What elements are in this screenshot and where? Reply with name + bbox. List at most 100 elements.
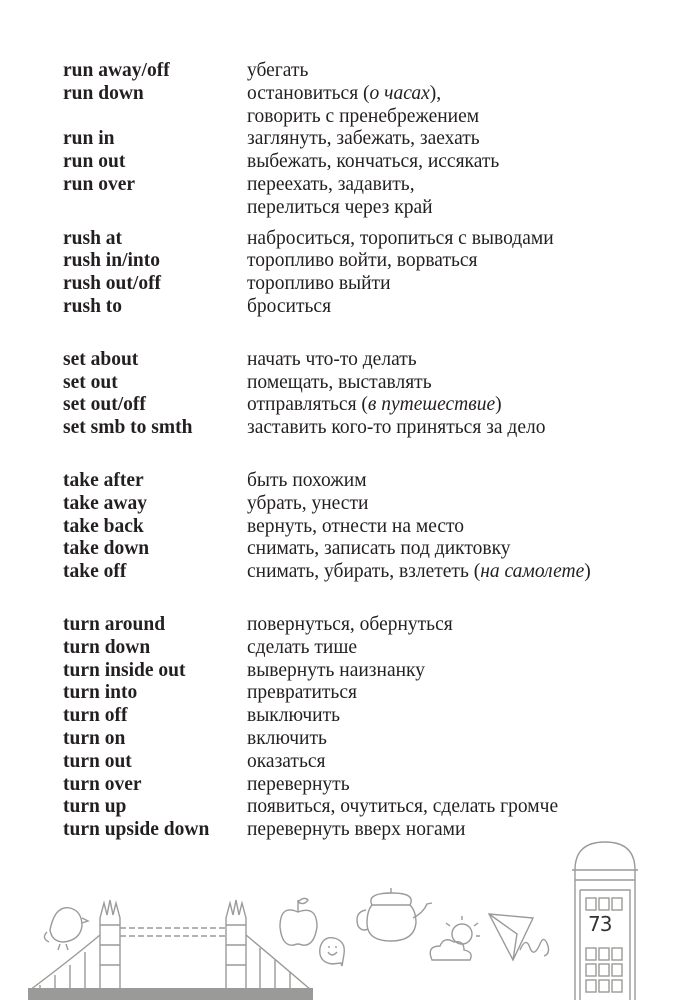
translation-text: включить [247,727,327,749]
translation-text: наброситься, торопиться с выводами [247,227,554,249]
apple-icon [279,897,318,946]
entry-row: take off снимать, убирать, взлететь (на с… [63,561,663,584]
translation: превратиться [247,682,663,705]
translation: повернуться, обернуться [247,614,663,637]
translation-line: вывернуть наизнанку [247,660,663,683]
translation-line: говорить с пренебрежением [247,106,663,129]
entry-row: take after быть похожим [63,470,663,493]
entry-row: rush in/into торопливо войти, ворваться [63,250,663,273]
translation-text: убрать, унести [247,492,369,514]
sun-cloud-icon [429,916,480,961]
translation-text: помещать, выставлять [247,371,432,393]
phone-booth-icon [572,841,638,1000]
entry-row: turn over перевернуть [63,774,663,797]
translation-text: ) [495,394,502,416]
translation-line: переехать, задавить, [247,174,663,197]
translation-text: вывернуть наизнанку [247,659,425,681]
translation: торопливо выйти [247,273,663,296]
translation-line: наброситься, торопиться с выводами [247,228,663,251]
entry-row: run in заглянуть, забежать, заехать [63,128,663,151]
translation-line: убрать, унести [247,493,663,516]
translation-line: перевернуть вверх ногами [247,819,663,842]
phrasal-verb: turn on [63,727,126,749]
smiley-bubble-icon [319,937,345,967]
phrasal-verb: run over [63,173,136,195]
entry-row: turn off выключить [63,705,663,728]
translation: заставить кого-то приняться за дело [247,417,663,440]
phrasal-verb: turn off [63,705,128,727]
translation: появиться, очутиться, сделать громче [247,796,663,819]
translation: отправляться (в путешествие) [247,394,663,417]
translation-line: выбежать, кончаться, иссякать [247,151,663,174]
verb-group: turn around повернуться, обернуться turn d… [63,614,663,842]
translation: вернуть, отнести на место [247,516,663,539]
phrasal-verb: run down [63,82,144,104]
entry-row: run over переехать, задавить, перелиться ч… [63,174,663,220]
phrasal-verb: turn inside out [63,659,186,681]
entry-row: set out/off отправляться (в путешествие) [63,394,663,417]
phrasal-verb: turn upside down [63,819,210,841]
entry-row: take down снимать, записать под диктовку [63,538,663,561]
verb-group: run away/off убегать run down остановиться … [63,60,663,220]
translation-line: начать что-то делать [247,349,663,372]
entry-row: turn upside down перевернуть вверх ногами [63,819,663,842]
translation-line: выключить [247,705,663,728]
translation-line: появиться, очутиться, сделать громче [247,796,663,819]
phrasal-verb: run out [63,151,126,173]
phrasal-verb: take down [63,538,150,560]
italic-note: на самолете [480,561,585,583]
phrasal-verb: rush in/into [63,250,160,272]
phrasal-verb: take back [63,515,144,537]
translation-text: заглянуть, забежать, заехать [247,128,480,150]
phrasal-verb: turn out [63,750,132,772]
translation-text: броситься [247,295,332,317]
translation-text: отправляться ( [247,394,368,416]
phrasal-verb: set out/off [63,394,146,416]
paper-plane-icon [487,913,550,962]
translation-line: убегать [247,60,663,83]
teapot-icon [356,888,433,942]
phrasal-verb: take away [63,492,147,514]
london-illustrations [28,841,638,1000]
translation-line: торопливо выйти [247,273,663,296]
translation-text: перевернуть [247,773,350,795]
phrasal-verb: turn up [63,796,127,818]
translation-text: оказаться [247,750,326,772]
translation-text: остановиться ( [247,82,370,104]
translation: включить [247,728,663,751]
translation-text: ) [584,561,591,583]
translation: помещать, выставлять [247,372,663,395]
translation-line: отправляться (в путешествие) [247,394,663,417]
translation-line: превратиться [247,682,663,705]
entry-row: rush to броситься [63,296,663,319]
translation-line: остановиться (о часах), [247,83,663,106]
translation-line: вернуть, отнести на место [247,516,663,539]
entry-row: take back вернуть, отнести на место [63,516,663,539]
translation-text: превратиться [247,682,357,704]
translation-text: убегать [247,60,309,81]
translation-text: перевернуть вверх ногами [247,819,466,841]
translation: наброситься, торопиться с выводами [247,228,663,251]
entry-row: set out помещать, выставлять [63,372,663,395]
phrasal-verb-list: run away/off убегать run down остановиться … [63,60,663,842]
entry-row: turn inside out вывернуть наизнанку [63,660,663,683]
entry-row: rush at наброситься, торопиться с выводам… [63,228,663,251]
translation: перевернуть вверх ногами [247,819,663,842]
entry-row: take away убрать, унести [63,493,663,516]
translation-line: броситься [247,296,663,319]
translation-line: помещать, выставлять [247,372,663,395]
translation-text: вернуть, отнести на место [247,515,465,537]
entry-row: run away/off убегать [63,60,663,83]
verb-group: rush at наброситься, торопиться с выводам… [63,228,663,319]
translation-text: выбежать, кончаться, иссякать [247,151,500,173]
translation: вывернуть наизнанку [247,660,663,683]
translation-text: быть похожим [247,469,367,491]
translation-line: включить [247,728,663,751]
translation-text: торопливо войти, ворваться [247,250,478,272]
translation-line: торопливо войти, ворваться [247,250,663,273]
italic-note: о часах [369,82,430,104]
entry-row: turn up появиться, очутиться, сделать гро… [63,796,663,819]
phrasal-verb: turn around [63,613,166,635]
translation-line: заставить кого-то приняться за дело [247,417,663,440]
phrasal-verb: take off [63,561,127,583]
